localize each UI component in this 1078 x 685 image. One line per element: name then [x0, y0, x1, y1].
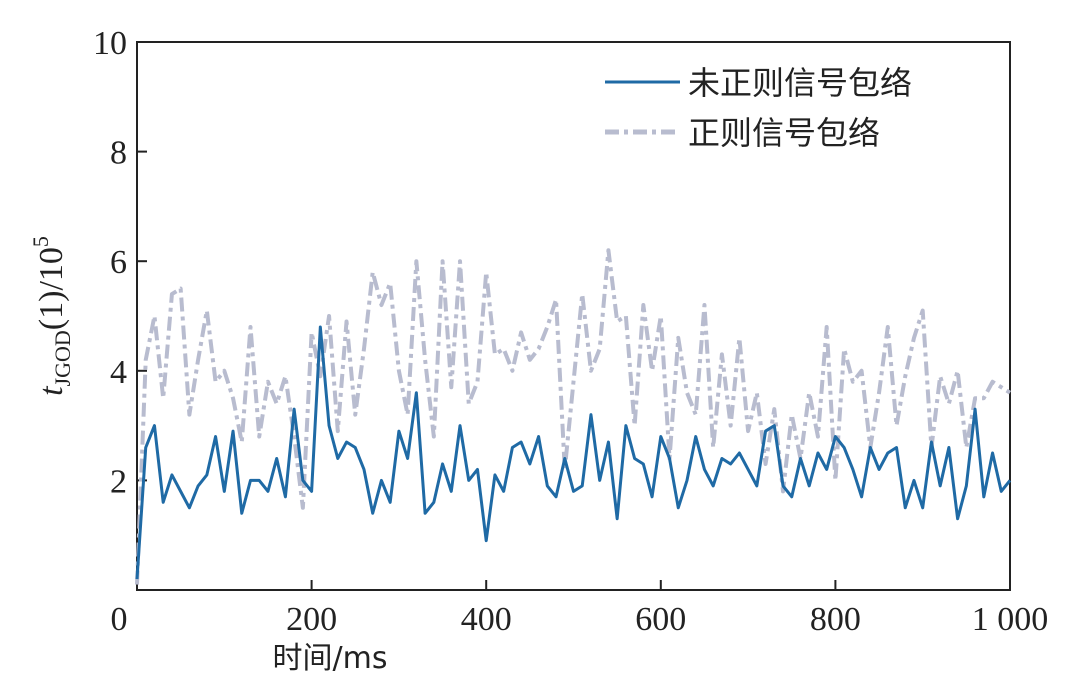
- y-label-sub: JGOD: [50, 330, 75, 386]
- y-tick-label: 8: [110, 135, 127, 172]
- y-label-sup: 5: [28, 236, 53, 247]
- legend-label: 未正则信号包络: [688, 64, 912, 102]
- series-line: [135, 325, 1012, 580]
- legend-label: 正则信号包络: [688, 114, 880, 152]
- y-label-main: t: [33, 385, 70, 396]
- x-axis-label: 时间/ms: [273, 641, 388, 676]
- y-tick-label: 2: [110, 463, 127, 500]
- y-tick-label: 10: [93, 25, 127, 62]
- y-tick-label: 6: [110, 244, 127, 281]
- y-axis-label: tJGOD(1)/105: [28, 236, 75, 396]
- x-tick-label: 400: [461, 601, 512, 638]
- y-tick-label: 4: [110, 354, 127, 391]
- plot-frame: [136, 41, 1011, 591]
- x-tick-label: 200: [286, 601, 337, 638]
- x-tick-label: 0: [111, 601, 128, 638]
- y-label-rest: (1)/10: [33, 247, 70, 330]
- series-line: [135, 248, 1012, 585]
- x-tick-label: 600: [635, 601, 686, 638]
- x-tick-label: 1 000: [972, 601, 1049, 638]
- x-tick-label: 800: [810, 601, 861, 638]
